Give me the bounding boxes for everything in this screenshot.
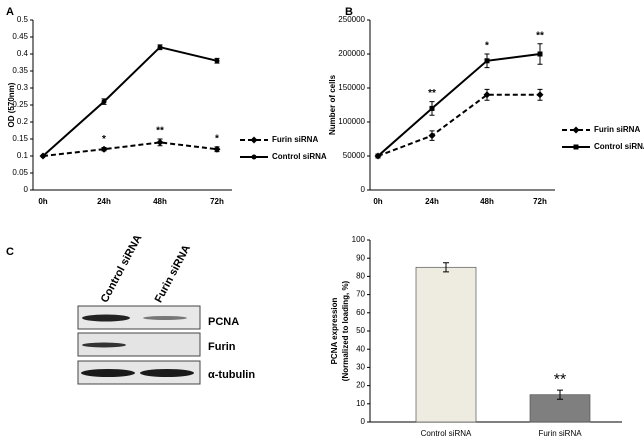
error-bar (443, 262, 449, 273)
y-axis-label: PCNA expression (330, 297, 339, 364)
line (42, 141, 218, 157)
blot-strip (77, 305, 201, 330)
y-tick-label: 10 (356, 399, 365, 408)
panel-label: B (345, 6, 353, 18)
legend-marker (572, 126, 580, 134)
panel-label: C (6, 246, 14, 258)
blot-strip (77, 332, 201, 357)
band (81, 369, 135, 377)
y-tick-label: 0.35 (12, 66, 28, 75)
point (429, 105, 435, 111)
band (82, 314, 130, 322)
lane-label: Control siRNA (99, 233, 145, 305)
row-label: PCNA (208, 316, 239, 328)
error-bar (557, 389, 563, 400)
significance: * (485, 41, 489, 52)
x-tick-label: 48h (153, 197, 167, 206)
y-tick-label: 100 (352, 235, 366, 244)
y-tick-label: 0.1 (17, 151, 29, 160)
x-tick-label: 24h (97, 197, 111, 206)
significance: * (215, 133, 219, 144)
y-tick-label: 0 (24, 185, 29, 194)
y-tick-label: 40 (356, 344, 365, 353)
significance: ** (428, 88, 436, 99)
point (375, 153, 381, 159)
significance: ** (554, 371, 566, 388)
x-tick-label: 72h (533, 197, 547, 206)
x-tick-label: 72h (210, 197, 224, 206)
y-tick-label: 60 (356, 308, 365, 317)
point (537, 51, 543, 57)
point (484, 58, 490, 64)
y-tick-label: 200000 (338, 49, 365, 58)
y-tick-label: 0.45 (12, 32, 28, 41)
blot-strip (77, 360, 201, 385)
legend-label: Furin siRNA (272, 135, 318, 144)
band (143, 316, 187, 320)
y-tick-label: 250000 (338, 15, 365, 24)
point (213, 145, 221, 153)
y-tick-label: 0.4 (17, 49, 29, 58)
y-tick-label: 0.15 (12, 134, 28, 143)
significance: ** (536, 30, 544, 41)
band (82, 342, 126, 348)
y-tick-label: 100000 (338, 117, 365, 126)
x-tick-label: 24h (425, 197, 439, 206)
y-axis-label: (Normalized to loading, %) (341, 280, 350, 381)
x-tick-label: Control siRNA (421, 429, 472, 438)
y-tick-label: 0.5 (17, 15, 29, 24)
point (428, 132, 436, 140)
y-tick-label: 80 (356, 272, 365, 281)
y-axis-label: Number of cells (328, 74, 337, 135)
blot: Control siRNA Furin siRNA PCNA Furin α-t… (77, 233, 255, 385)
x-tick-label: Furin siRNA (538, 429, 582, 438)
point (483, 91, 491, 99)
significance: ** (156, 126, 164, 137)
y-tick-label: 0.2 (17, 117, 29, 126)
legend-marker (251, 154, 257, 160)
row-label: Furin (208, 341, 236, 353)
y-tick-label: 0.05 (12, 168, 28, 177)
point (100, 145, 108, 153)
legend-marker (250, 136, 258, 144)
x-tick-label: 48h (480, 197, 494, 206)
y-tick-label: 50000 (343, 151, 366, 160)
point (40, 153, 46, 159)
point (214, 58, 220, 64)
point (156, 138, 164, 146)
panel-label: A (6, 6, 14, 18)
y-tick-label: 90 (356, 253, 365, 262)
y-axis-label: OD (570nm) (7, 82, 16, 127)
y-tick-label: 50 (356, 326, 365, 335)
x-tick-label: 0h (373, 197, 382, 206)
line (377, 93, 540, 157)
point (101, 99, 107, 105)
row-label: α-tubulin (208, 369, 255, 381)
y-tick-label: 150000 (338, 83, 365, 92)
y-tick-label: 30 (356, 363, 365, 372)
y-tick-label: 0.3 (17, 83, 29, 92)
y-tick-label: 0.25 (12, 100, 28, 109)
line (377, 53, 541, 157)
y-tick-label: 0 (361, 417, 366, 426)
point (536, 91, 544, 99)
y-tick-label: 20 (356, 381, 365, 390)
legend-label: Furin siRNA (594, 125, 640, 134)
lane-label: Furin siRNA (153, 243, 193, 305)
y-tick-label: 0 (361, 185, 366, 194)
y-tick-label: 70 (356, 290, 365, 299)
band (140, 369, 194, 377)
significance: * (102, 134, 106, 145)
x-tick-label: 0h (38, 197, 47, 206)
legend-marker (573, 144, 579, 150)
legend-label: Control siRNA (594, 142, 644, 151)
line (42, 46, 218, 157)
bar (415, 266, 477, 423)
point (157, 44, 163, 50)
legend-label: Control siRNA (272, 152, 327, 161)
